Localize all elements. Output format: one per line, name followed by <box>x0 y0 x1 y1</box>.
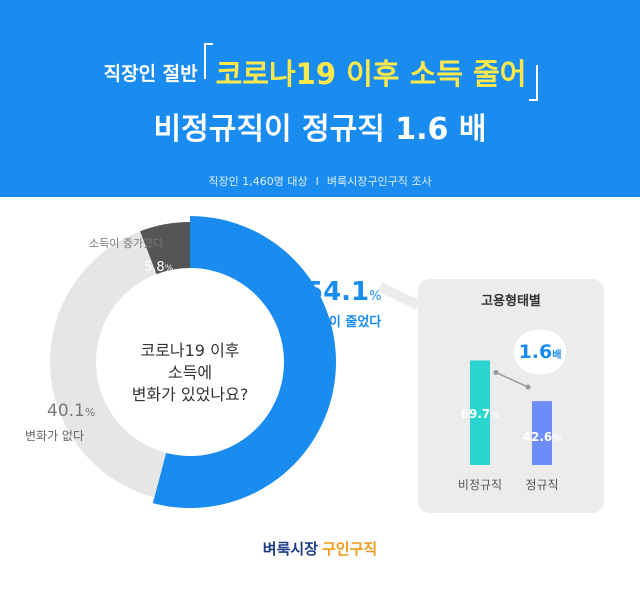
right-bracket <box>529 65 539 101</box>
ratio-badge: 1.6배 <box>514 330 566 374</box>
increased-text-label: 소득이 증가했다 <box>89 237 164 250</box>
donut-slice <box>140 222 190 275</box>
donut-chart-area: 코로나19 이후 소득에 변화가 있었나요? 54.1% 소득이 줄었다 40.… <box>0 197 640 592</box>
bar-value-unit: % <box>552 433 562 444</box>
bar <box>470 360 490 465</box>
arrow-head <box>493 369 499 375</box>
question-line-2: 소득에 <box>167 363 213 382</box>
headline-line-2: 비정규직이 정규직 1.6 배 <box>153 112 487 147</box>
no-change-value: 40.1 <box>47 401 85 421</box>
bar-value-irregular: 69.7 <box>460 407 491 422</box>
donut-center-question: 코로나19 이후 소득에 변화가 있었나요? <box>90 340 290 406</box>
employment-type-panel: 고용형태별 1.6배 69.7% 42.6% 비정규직 정규직 <box>418 279 604 513</box>
bar-value-label: 69.7% <box>455 407 505 421</box>
ratio-unit: 배 <box>552 350 562 361</box>
category-label-irregular: 비정규직 <box>457 478 503 492</box>
callout-connector <box>377 282 421 310</box>
headline-line-1: 직장인 절반 코로나19 이후 소득 줄어 <box>0 43 640 101</box>
headline-prefix: 직장인 절반 <box>103 62 198 85</box>
decreased-unit: % <box>369 289 382 304</box>
bar-chart-title: 고용형태별 <box>481 294 541 309</box>
question-line-1: 코로나19 이후 <box>140 341 240 360</box>
brand-sub: 구인구직 <box>322 540 378 558</box>
ratio-value: 1.6 <box>518 341 553 363</box>
donut-hole <box>98 270 282 454</box>
donut-chart <box>49 216 421 508</box>
headline-highlight-text: 코로나19 이후 소득 줄어 <box>215 57 527 91</box>
donut-slice <box>49 231 167 498</box>
decreased-value: 54.1 <box>305 277 370 307</box>
comparison-arrow <box>495 371 529 388</box>
increased-value: 5.8 <box>144 260 165 275</box>
survey-source: 벼룩시장구인구직 조사 <box>326 175 432 188</box>
bar-chart <box>470 360 552 465</box>
survey-target: 직장인 1,460명 대상 <box>208 175 308 188</box>
increased-value-label: 5.8% <box>144 260 173 275</box>
header-banner: 직장인 절반 코로나19 이후 소득 줄어 비정규직이 정규직 1.6 배 직장… <box>0 0 640 197</box>
decreased-value-label: 54.1% <box>305 277 382 307</box>
bar-value-unit: % <box>490 411 500 422</box>
left-bracket <box>203 43 213 79</box>
brand-main: 벼룩시장 <box>262 540 318 558</box>
no-change-text-label: 변화가 없다 <box>25 429 85 443</box>
donut-slice <box>152 216 337 508</box>
arrow-head <box>525 384 531 390</box>
survey-separator: I <box>315 175 319 188</box>
category-label-regular: 정규직 <box>525 478 559 492</box>
increased-unit: % <box>164 264 174 274</box>
bar <box>532 401 552 465</box>
bar-value-label: 42.6% <box>517 430 567 444</box>
bar-value-regular: 42.6 <box>522 429 553 444</box>
footer-brand: 벼룩시장 구인구직 <box>0 538 640 559</box>
headline-highlight: 코로나19 이후 소득 줄어 <box>203 43 539 101</box>
question-line-3: 변화가 있었나요? <box>131 385 249 404</box>
decreased-text-label: 소득이 줄었다 <box>305 315 382 330</box>
no-change-unit: % <box>84 406 96 419</box>
survey-info: 직장인 1,460명 대상 I 벼룩시장구인구직 조사 <box>0 173 640 191</box>
no-change-value-label: 40.1% <box>47 401 95 421</box>
